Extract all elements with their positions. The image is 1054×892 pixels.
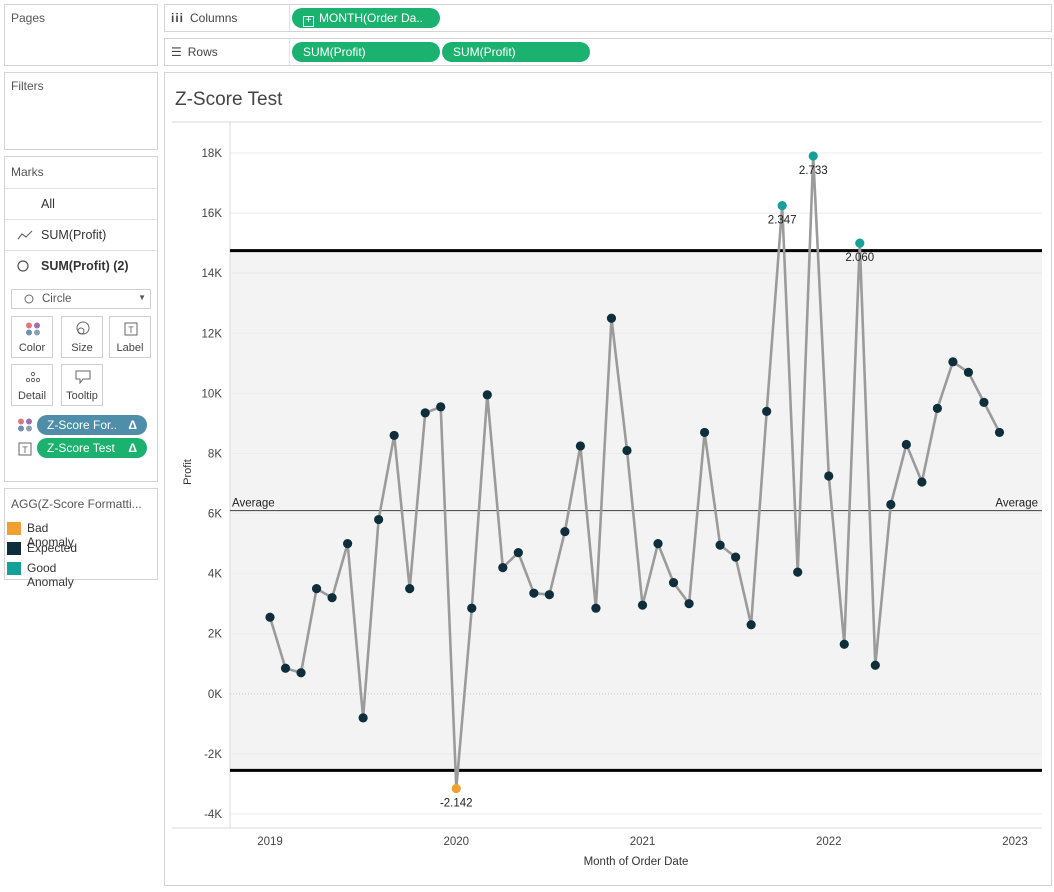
delta-icon: Δ	[128, 418, 137, 432]
mark-type-dropdown[interactable]: Circle ▼	[11, 289, 151, 309]
tooltip-button-label: Tooltip	[66, 390, 98, 402]
shelf-divider	[289, 5, 290, 31]
viz-pane: Z-Score Test	[164, 72, 1052, 886]
legend-swatch	[7, 542, 21, 555]
legend-item-label: Bad Anomaly	[27, 521, 74, 549]
svg-text:T: T	[128, 325, 134, 335]
detail-button-label: Detail	[17, 390, 47, 402]
detail-icon	[25, 371, 41, 383]
circle-icon	[24, 294, 34, 304]
label-field-icon: T	[18, 442, 32, 456]
rows-label: Rows	[187, 45, 218, 59]
color-field-pill-label: Z-Score For..	[47, 418, 118, 432]
color-button[interactable]: Color	[11, 316, 53, 358]
viz-title: Z-Score Test	[175, 89, 283, 110]
rows-pill-2[interactable]: SUM(Profit)	[442, 42, 590, 62]
marks-layer-profit-label: SUM(Profit)	[41, 228, 107, 242]
rows-pill-1[interactable]: SUM(Profit)	[292, 42, 440, 62]
marks-card: Marks All SUM(Profit) SUM(Profit) (2) Ci…	[4, 156, 158, 482]
size-icon	[76, 321, 90, 335]
circle-mark-icon	[17, 260, 29, 272]
columns-pill-label: MONTH(Order Da..	[319, 11, 424, 25]
color-button-label: Color	[18, 342, 46, 354]
columns-shelf[interactable]: iii Columns + MONTH(Order Da..	[164, 4, 1052, 32]
expand-icon: +	[303, 16, 314, 27]
legend-swatch	[7, 522, 21, 535]
marks-all-tab[interactable]: All	[5, 188, 157, 219]
rows-pill-2-label: SUM(Profit)	[453, 45, 516, 59]
legend-title: AGG(Z-Score Formatti...	[11, 497, 142, 511]
rows-pill-1-label: SUM(Profit)	[303, 45, 366, 59]
label-button[interactable]: T Label	[109, 316, 151, 358]
pages-title: Pages	[11, 11, 46, 25]
marks-title: Marks	[11, 165, 44, 179]
columns-icon: iii	[171, 11, 185, 25]
legend-item-label: Expected	[27, 541, 78, 555]
label-button-label: Label	[116, 342, 144, 354]
delta-icon: Δ	[128, 441, 137, 455]
line-mark-icon	[17, 230, 33, 240]
color-icon	[26, 322, 40, 336]
size-button-label: Size	[71, 342, 93, 354]
marks-layer-profit-2-label: SUM(Profit) (2)	[41, 259, 129, 273]
rows-icon: ☰	[171, 45, 182, 59]
legend-swatch	[7, 562, 21, 575]
detail-button[interactable]: Detail	[11, 364, 53, 406]
columns-pill[interactable]: + MONTH(Order Da..	[292, 8, 440, 28]
columns-label: Columns	[190, 11, 238, 25]
label-field-pill-label: Z-Score Test	[47, 441, 115, 455]
legend-card: AGG(Z-Score Formatti... Bad Anomaly Expe…	[4, 488, 158, 589]
label-field-pill[interactable]: Z-Score Test Δ	[37, 438, 147, 458]
mark-type-value: Circle	[42, 293, 72, 305]
legend-item-label: Good Anomaly	[27, 561, 74, 589]
marks-layer-profit-2[interactable]: SUM(Profit) (2)	[5, 250, 157, 281]
size-button[interactable]: Size	[61, 316, 103, 358]
chevron-down-icon: ▼	[138, 293, 146, 302]
tooltip-icon	[75, 370, 91, 384]
columns-label-wrap: iii Columns	[171, 11, 289, 25]
svg-text:T: T	[22, 445, 28, 455]
tooltip-button[interactable]: Tooltip	[61, 364, 103, 406]
shelf-divider	[289, 39, 290, 65]
rows-shelf[interactable]: ☰ Rows SUM(Profit) SUM(Profit)	[164, 38, 1052, 66]
marks-all-label: All	[41, 197, 55, 211]
color-field-icon	[18, 418, 32, 432]
filters-title: Filters	[11, 79, 44, 93]
marks-layer-profit[interactable]: SUM(Profit)	[5, 219, 157, 250]
pages-card[interactable]: Pages	[4, 4, 158, 66]
filters-card[interactable]: Filters	[4, 72, 158, 150]
rows-label-wrap: ☰ Rows	[171, 45, 289, 59]
color-field-pill[interactable]: Z-Score For.. Δ	[37, 415, 147, 435]
label-icon: T	[124, 322, 138, 336]
